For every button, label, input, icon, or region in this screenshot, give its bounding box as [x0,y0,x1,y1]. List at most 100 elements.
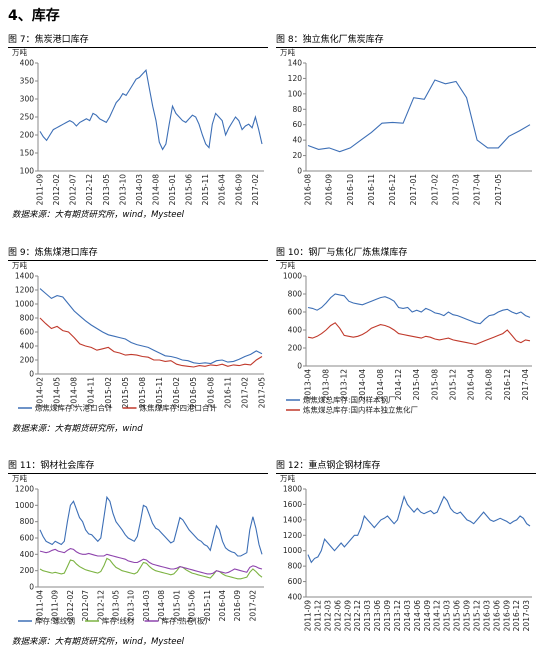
x-tick-label: 2017-05 [258,377,267,409]
x-tick-label: 2016-05 [189,377,198,409]
x-tick-label: 2011-12 [313,600,322,632]
x-tick-label: 2016-09 [502,600,511,632]
x-tick-label: 2012-02 [66,590,75,622]
y-tick-label: 1800 [283,485,302,494]
x-tick-label: 2013-06 [373,600,382,632]
x-tick-label: 2016-09 [234,174,243,206]
y-tick-label: 0 [29,370,34,379]
x-tick-label: 2015-04 [412,369,421,401]
series-line [39,495,263,557]
x-tick-label: 2013-12 [393,600,402,632]
x-tick-label: 2016-10 [346,174,355,206]
y-tick-label: 800 [20,517,35,526]
x-tick-label: 2014-08 [151,174,160,206]
x-tick-label: 2015-06 [188,590,197,622]
x-tick-label: 2017-02 [251,174,260,206]
x-tick-label: 2014-03 [403,600,412,632]
x-tick-label: 2013-10 [118,174,127,206]
series-line [307,293,531,325]
series-line [39,317,263,368]
x-tick-label: 2017-03 [452,174,461,206]
legend-label: 炼焦煤总库存:国内样本独立焦化厂 [303,405,419,415]
x-tick-label: 2017-05 [494,174,503,206]
x-tick-label: 2016-12 [503,369,512,401]
x-tick-label: 2013-12 [340,369,349,401]
x-tick-label: 2014-03 [142,590,151,622]
x-tick-label: 2012-07 [81,590,90,622]
y-unit: 万吨 [280,260,295,270]
x-tick-label: 2012-03 [323,600,332,632]
x-tick-label: 2015-06 [185,174,194,206]
y-tick-label: 400 [288,326,303,335]
x-tick-label: 2011-09 [304,600,313,632]
y-tick-label: 100 [288,89,303,98]
series-line [39,557,263,580]
chart: 万吨 0 20 40 60 80 100 120 140 2016-08 2016-09 2016-1… [280,47,532,206]
x-tick-label: 2016-04 [218,590,227,622]
x-tick-label: 2016-03 [482,600,491,632]
x-tick-label: 2017-02 [240,377,249,409]
x-tick-label: 2016-08 [485,369,494,401]
figure-title: 图 11：钢材社会库存 [8,458,268,474]
x-tick-label: 2016-09 [325,174,334,206]
x-tick-label: 2016-04 [467,369,476,401]
figure-title: 图 8：独立焦化厂焦炭库存 [276,32,536,48]
x-tick-label: 2013-05 [102,174,111,206]
source: 数据来源：大有期货研究所，wind [12,424,143,434]
y-tick-label: 100 [20,167,35,176]
x-tick-label: 2016-08 [206,377,215,409]
x-tick-label: 2013-03 [363,600,372,632]
y-tick-label: 1000 [15,501,34,510]
x-tick-label: 2017-02 [248,590,257,622]
legend-label: 库存:螺纹钢 [35,616,75,626]
figure-title: 图 7：焦炭港口库存 [8,32,268,48]
x-tick-label: 2015-01 [168,174,177,206]
y-tick-label: 1400 [15,272,34,281]
chart: 万吨 0 200 400 600 800 1000 2013-04 2013-08 2013-12… [280,260,532,415]
y-tick-label: 1200 [15,286,34,295]
y-tick-label: 1200 [15,485,34,494]
x-tick-label: 2014-02 [36,377,45,409]
series-line [39,548,263,575]
x-tick-label: 2017-02 [430,174,439,206]
y-tick-label: 300 [20,95,35,104]
source: 数据来源：大有期货研究所，wind，Mysteel [12,210,185,220]
y-tick-label: 400 [20,342,35,351]
y-unit: 万吨 [280,473,295,483]
x-tick-label: 2015-08 [430,369,439,401]
legend-label: 炼焦煤总库存:国内样本钢厂 [303,395,396,405]
x-tick-label: 2011-04 [36,590,45,622]
y-tick-label: 1600 [283,500,302,509]
y-tick-label: 200 [20,566,35,575]
y-tick-label: 200 [20,356,35,365]
heading: 4、库存 [8,8,60,24]
y-tick-label: 200 [20,131,35,140]
x-tick-label: 2015-08 [138,377,147,409]
y-tick-label: 600 [20,328,35,337]
x-tick-label: 2015-05 [121,377,130,409]
y-unit: 万吨 [12,473,27,483]
x-tick-label: 2015-06 [453,600,462,632]
y-tick-label: 120 [288,74,303,83]
y-unit: 万吨 [12,260,27,270]
x-tick-label: 2016-12 [388,174,397,206]
x-tick-label: 2013-05 [112,590,121,622]
y-tick-label: 60 [292,120,302,129]
x-tick-label: 2015-01 [172,590,181,622]
x-tick-label: 2015-03 [443,600,452,632]
x-tick-label: 2014-08 [157,590,166,622]
x-tick-label: 2012-06 [333,600,342,632]
y-tick-label: 350 [20,77,35,86]
legend-label: 炼焦煤库存:六港口合计 [35,403,113,413]
x-tick-label: 2017-01 [409,174,418,206]
x-tick-label: 2014-06 [413,600,422,632]
chart: 万吨 0 200 400 600 800 1000 1200 2011-04 2011-09 201… [12,473,264,626]
chart: 万吨 100 150 200 250 300 350 400 2011-09 2012-02 201… [12,47,264,206]
x-tick-label: 2014-05 [53,377,62,409]
y-tick-label: 800 [288,290,303,299]
x-tick-label: 2013-10 [127,590,136,622]
x-tick-label: 2014-09 [423,600,432,632]
x-tick-label: 2017-04 [473,174,482,206]
y-tick-label: 800 [20,314,35,323]
